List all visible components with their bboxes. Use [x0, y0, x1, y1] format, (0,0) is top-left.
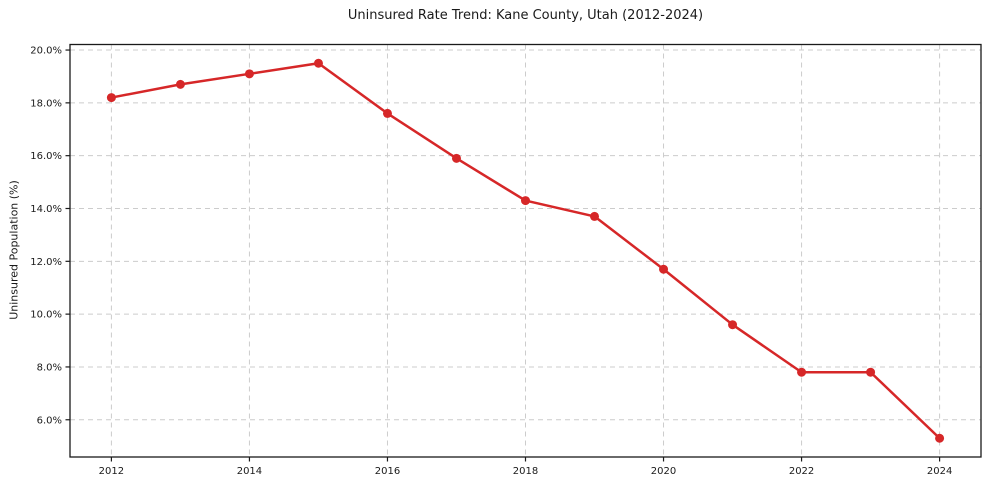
y-tick-label: 16.0%: [30, 151, 62, 162]
x-tick-label: 2012: [99, 466, 124, 477]
data-point-marker: [866, 367, 876, 377]
x-tick-label: 2022: [789, 466, 814, 477]
plot-box: [69, 43, 982, 458]
y-tick-label: 10.0%: [30, 310, 62, 321]
data-point-marker: [935, 433, 945, 443]
x-tick-label: 2020: [651, 466, 676, 477]
x-tick-label: 2024: [927, 466, 952, 477]
y-tick-label: 12.0%: [30, 257, 62, 268]
y-tick-label: 6.0%: [37, 415, 62, 426]
data-point-marker: [451, 153, 461, 163]
y-tick-label: 14.0%: [30, 204, 62, 215]
y-tick-label: 18.0%: [30, 98, 62, 109]
x-tick-label: 2018: [513, 466, 538, 477]
data-point-marker: [106, 93, 116, 103]
data-point-marker: [521, 196, 530, 206]
x-tick-label: 2016: [375, 466, 400, 477]
y-tick-label: 20.0%: [30, 46, 62, 57]
data-point-marker: [175, 79, 185, 89]
y-axis-label: Uninsured Population (%): [7, 180, 21, 320]
data-point-marker: [244, 69, 254, 79]
data-point-marker: [313, 58, 323, 68]
data-point-marker: [590, 211, 600, 221]
x-tick-label: 2014: [237, 466, 262, 477]
data-point-marker: [728, 320, 738, 330]
data-point-marker: [659, 264, 669, 274]
chart-title: Uninsured Rate Trend: Kane County, Utah …: [347, 8, 704, 23]
data-point-marker: [797, 367, 807, 377]
y-tick-label: 8.0%: [37, 362, 62, 373]
data-point-marker: [382, 108, 392, 118]
